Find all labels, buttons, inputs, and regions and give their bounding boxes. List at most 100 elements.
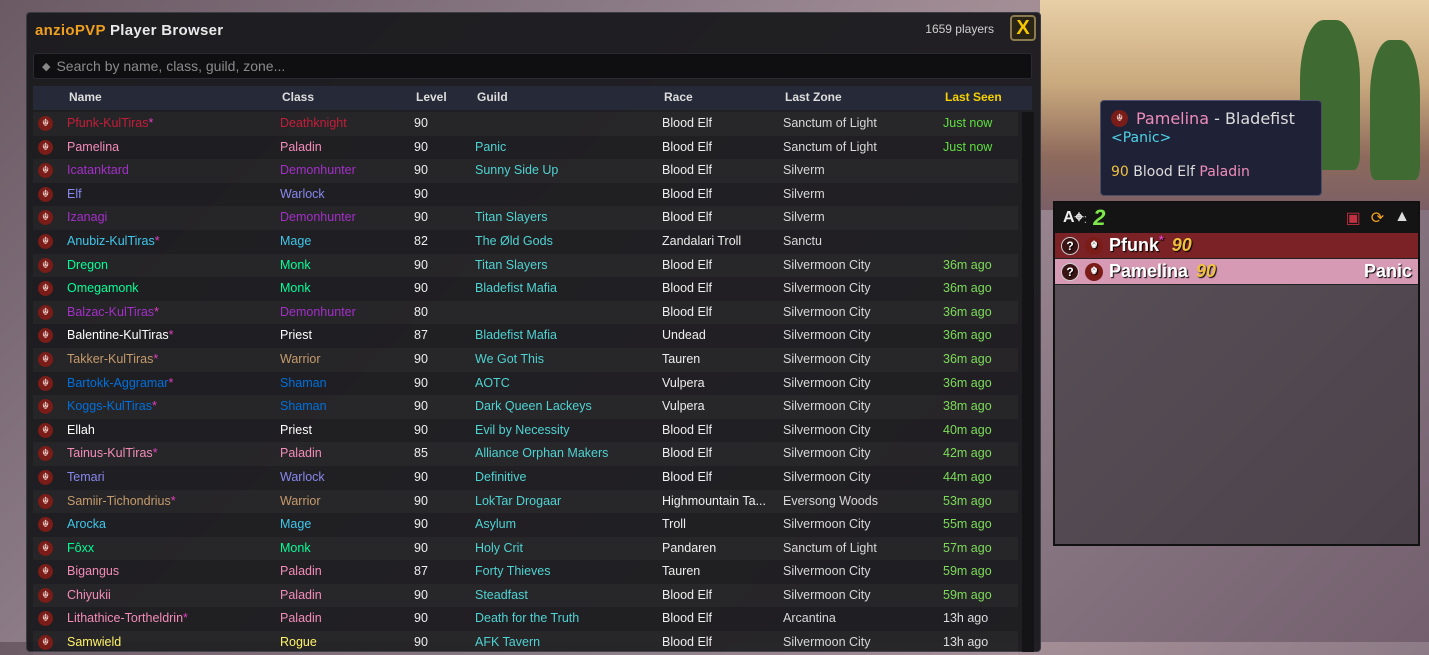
- player-level: 85: [414, 446, 428, 461]
- group-member-row[interactable]: ? ☬ Pamelina 90 Panic: [1055, 259, 1418, 285]
- player-name: Bigangus: [67, 564, 119, 578]
- table-row[interactable]: ☬ Omegamonk Monk 90 Bladefist Mafia Bloo…: [33, 277, 1018, 301]
- column-last-seen[interactable]: Last Seen: [945, 90, 1002, 104]
- scrollbar[interactable]: [1022, 112, 1034, 652]
- player-zone: Silvermoon City: [783, 446, 871, 461]
- player-race: Vulpera: [662, 375, 705, 390]
- close-button[interactable]: X: [1010, 15, 1036, 41]
- search-input[interactable]: [56, 58, 957, 74]
- player-guild: AFK Tavern: [475, 635, 541, 650]
- group-member-row[interactable]: ? ☬ Pfunk * 90: [1055, 233, 1418, 259]
- table-row[interactable]: ☬ Pfunk-KulTiras* Deathknight 90 Blood E…: [33, 112, 1018, 136]
- tooltip-separator: -: [1209, 109, 1225, 128]
- table-row[interactable]: ☬ Lithathice-Tortheldrin* Paladin 90 Dea…: [33, 607, 1018, 631]
- table-row[interactable]: ☬ Arocka Mage 90 Asylum Troll Silvermoon…: [33, 513, 1018, 537]
- column-name[interactable]: Name: [69, 90, 102, 104]
- player-race: Blood Elf: [662, 281, 713, 296]
- group-count: 2: [1093, 205, 1106, 230]
- refresh-icon[interactable]: ⟳: [1370, 210, 1385, 227]
- table-row[interactable]: ☬ Elf Warlock 90 Blood Elf Silverm: [33, 183, 1018, 207]
- player-class: Paladin: [280, 446, 322, 461]
- player-level: 90: [414, 635, 428, 650]
- table-row[interactable]: ☬ Dregon Monk 90 Titan Slayers Blood Elf…: [33, 254, 1018, 278]
- column-class[interactable]: Class: [282, 90, 315, 104]
- player-class: Mage: [280, 233, 312, 248]
- player-race: Troll: [662, 517, 686, 532]
- player-level: 80: [414, 304, 428, 319]
- player-last-seen: 42m ago: [943, 446, 992, 461]
- horde-icon: ☬: [38, 139, 53, 155]
- horde-icon: ☬: [38, 493, 53, 509]
- player-class: Warlock: [280, 469, 325, 484]
- player-last-seen: 53m ago: [943, 493, 992, 508]
- briefcase-icon[interactable]: ▣: [1345, 210, 1361, 227]
- group-panel: A⌖: 2 ▣ ⟳ ▲ ? ☬ Pfunk * 90? ☬ Pamelina 90 Panic: [1053, 201, 1420, 546]
- table-row[interactable]: ☬ Icatanktard Demonhunter 90 Sunny Side …: [33, 159, 1018, 183]
- player-last-seen: 36m ago: [943, 281, 992, 296]
- player-name: Koggs-KulTiras*: [67, 399, 157, 413]
- player-name: Ellah: [67, 423, 95, 437]
- player-last-seen: 13h ago: [943, 611, 989, 626]
- player-race: Blood Elf: [662, 446, 713, 461]
- player-race: Tauren: [662, 351, 701, 366]
- table-row[interactable]: ☬ Fôxx Monk 90 Holy Crit Pandaren Sanctu…: [33, 537, 1018, 561]
- player-level: 87: [414, 328, 428, 343]
- column-race[interactable]: Race: [664, 90, 693, 104]
- player-guild: AOTC: [475, 375, 510, 390]
- table-row[interactable]: ☬ Samiir-Tichondrius* Warrior 90 LokTar …: [33, 490, 1018, 514]
- player-last-seen: 36m ago: [943, 304, 992, 319]
- player-name-text: Ellah: [67, 422, 95, 437]
- player-guild: Sunny Side Up: [475, 163, 559, 178]
- table-row[interactable]: ☬ Ellah Priest 90 Evil by Necessity Bloo…: [33, 419, 1018, 443]
- player-name-text: Takker-KulTiras: [67, 351, 154, 366]
- player-race: Blood Elf: [662, 163, 713, 178]
- table-row[interactable]: ☬ Bartokk-Aggramar* Shaman 90 AOTC Vulpe…: [33, 372, 1018, 396]
- player-class: Demonhunter: [280, 210, 356, 225]
- table-row[interactable]: ☬ Chiyukii Paladin 90 Steadfast Blood El…: [33, 584, 1018, 608]
- player-zone: Silverm: [783, 210, 825, 225]
- column-level[interactable]: Level: [416, 90, 447, 104]
- horde-icon: ☬: [38, 446, 53, 462]
- tooltip-class: Paladin: [1199, 164, 1250, 180]
- table-row[interactable]: ☬ Pamelina Paladin 90 Panic Blood Elf Sa…: [33, 136, 1018, 160]
- table-row[interactable]: ☬ Balentine-KulTiras* Priest 87 Bladefis…: [33, 324, 1018, 348]
- player-name-text: Tainus-KulTiras: [67, 446, 153, 461]
- player-last-seen: 13h ago: [943, 635, 989, 650]
- table-row[interactable]: ☬ Izanagi Demonhunter 90 Titan Slayers B…: [33, 206, 1018, 230]
- player-race: Blood Elf: [662, 469, 713, 484]
- player-name: Samwield: [67, 635, 121, 649]
- table-row[interactable]: ☬ Tainus-KulTiras* Paladin 85 Alliance O…: [33, 442, 1018, 466]
- table-row[interactable]: ☬ Koggs-KulTiras* Shaman 90 Dark Queen L…: [33, 395, 1018, 419]
- player-zone: Silvermoon City: [783, 399, 871, 414]
- table-row[interactable]: ☬ Anubiz-KulTiras* Mage 82 The Øld Gods …: [33, 230, 1018, 254]
- column-last-zone[interactable]: Last Zone: [785, 90, 842, 104]
- cross-realm-star: *: [183, 611, 188, 626]
- role-unknown-icon: ?: [1061, 236, 1079, 255]
- horde-icon: ☬: [38, 422, 53, 438]
- player-guild: Titan Slayers: [475, 210, 548, 225]
- table-row[interactable]: ☬ Bigangus Paladin 87 Forty Thieves Taur…: [33, 560, 1018, 584]
- player-guild: Alliance Orphan Makers: [475, 446, 609, 461]
- player-guild: Dark Queen Lackeys: [475, 399, 592, 414]
- cross-realm-star: *: [152, 446, 158, 461]
- player-guild: LokTar Drogaar: [475, 493, 562, 508]
- player-zone: Sanctum of Light: [783, 139, 877, 154]
- player-name: Samiir-Tichondrius*: [67, 494, 176, 508]
- player-zone: Silverm: [783, 186, 825, 201]
- table-row[interactable]: ☬ Takker-KulTiras* Warrior 90 We Got Thi…: [33, 348, 1018, 372]
- target-icon: A⌖: [1063, 209, 1084, 226]
- player-race: Blood Elf: [662, 611, 713, 626]
- player-level: 90: [414, 351, 428, 366]
- player-last-seen: 44m ago: [943, 469, 992, 484]
- brand-name: anzioPVP: [35, 22, 106, 39]
- table-row[interactable]: ☬ Temari Warlock 90 Definitive Blood Elf…: [33, 466, 1018, 490]
- player-zone: Silvermoon City: [783, 281, 871, 296]
- player-race: Tauren: [662, 564, 701, 579]
- table-row[interactable]: ☬ Samwield Rogue 90 AFK Tavern Blood Elf…: [33, 631, 1018, 655]
- player-class: Mage: [280, 517, 312, 532]
- player-race: Zandalari Troll: [662, 233, 742, 248]
- collapse-icon[interactable]: ▲: [1394, 208, 1410, 225]
- player-class: Paladin: [280, 139, 322, 154]
- column-guild[interactable]: Guild: [477, 90, 508, 104]
- table-row[interactable]: ☬ Balzac-KulTiras* Demonhunter 80 Blood …: [33, 301, 1018, 325]
